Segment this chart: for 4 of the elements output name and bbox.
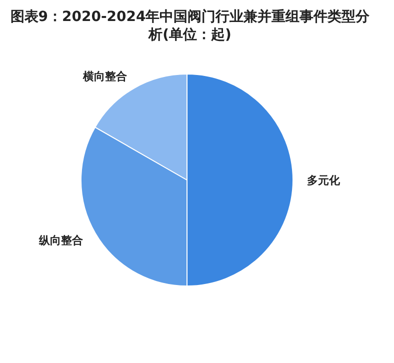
slice-label: 纵向整合	[38, 234, 84, 248]
slice-label: 多元化	[307, 174, 341, 187]
chart-title: 图表9：2020-2024年中国阀门行业兼并重组事件类型分析(单位：起)	[10, 8, 370, 44]
slice-label: 横向整合	[82, 70, 128, 84]
